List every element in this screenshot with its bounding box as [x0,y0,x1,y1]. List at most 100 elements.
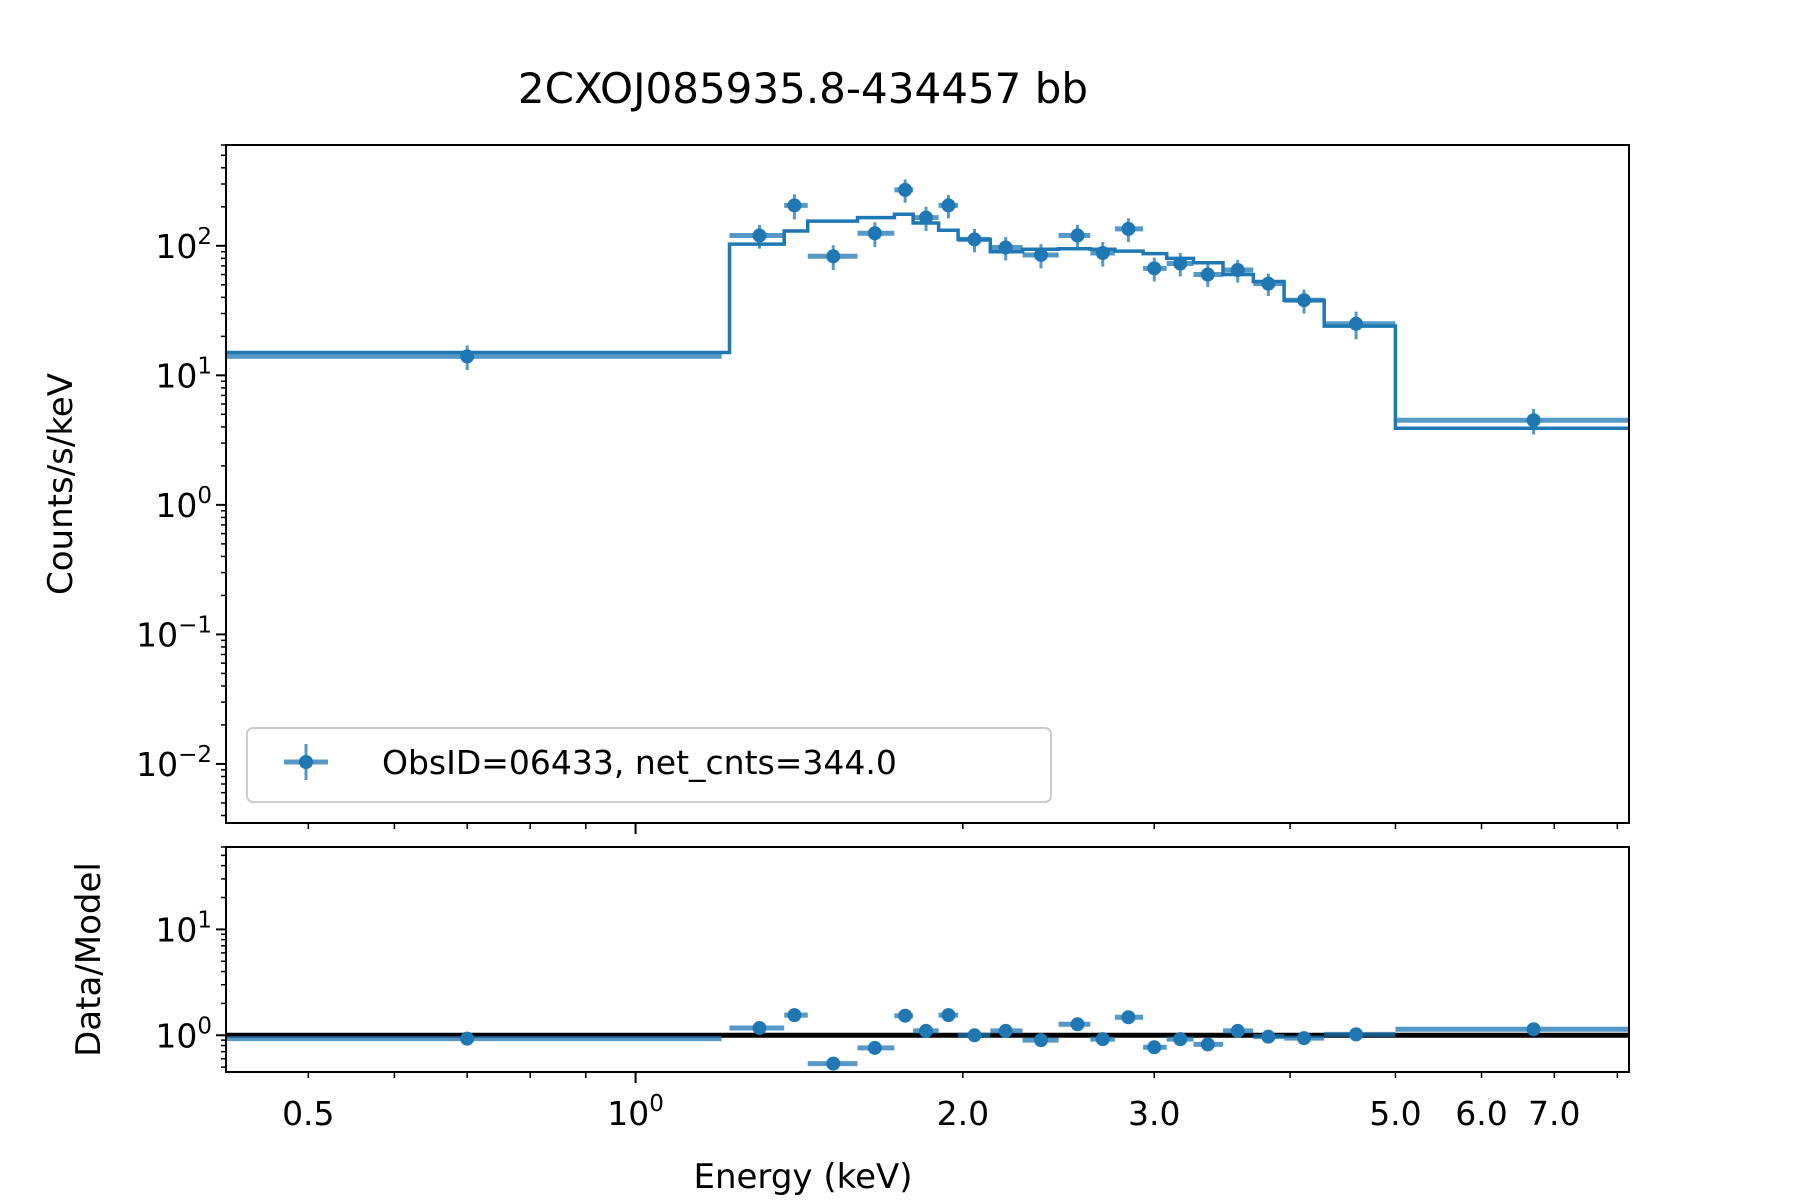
data-marker [787,1008,802,1023]
data-point [1395,1022,1629,1037]
legend-label: ObsID=06433, net_cnts=344.0 [382,743,897,782]
legend-box [246,727,1052,803]
data-point [1114,1010,1144,1025]
y-axis-label-spectrum: Counts/s/keV [41,373,81,595]
data-point [807,245,858,271]
data-point [784,194,808,220]
data-point [226,1031,722,1046]
model-step-line [226,212,1629,431]
data-marker [1261,1029,1276,1044]
y-tick-label: 10−1 [136,612,212,654]
data-point [1114,218,1144,242]
data-point [1090,1032,1115,1047]
data-marker [1526,413,1541,428]
data-point [1324,1027,1396,1042]
data-marker [867,226,882,241]
axes-frame [225,846,1630,1073]
axes-frame [225,144,1630,824]
data-marker [1173,1032,1188,1047]
data-point [1222,259,1254,283]
data-point [807,1056,858,1071]
data-point [1222,1023,1254,1038]
data-point [1395,408,1629,435]
ratio-panel: 101 100 0.5 100 2.0 3.0 5.0 6.0 7.0 [155,846,1630,1133]
data-marker [1095,1032,1110,1047]
data-point [913,206,939,232]
data-point [1193,264,1223,288]
data-marker [1297,1031,1312,1046]
y-tick-label: 10−2 [136,742,212,784]
data-point [1253,1029,1285,1044]
x-tick-label: 6.0 [1455,1094,1507,1133]
data-point [1058,1017,1091,1032]
data-marker [1070,228,1085,243]
data-marker [1147,1040,1162,1055]
data-marker [941,198,956,213]
data-point [857,1040,895,1055]
data-marker [787,198,802,213]
data-point [1143,1040,1167,1055]
data-point [1253,273,1285,296]
data-point [990,1023,1023,1038]
x-tick-label: 3.0 [1128,1094,1180,1133]
data-point [226,345,722,370]
data-marker [1121,221,1136,236]
data-point [938,194,959,219]
chart-title: 2CXOJ085935.8-434457 bb [518,64,1088,113]
data-point [857,222,895,247]
y-tick-label: 101 [155,353,212,395]
legend-marker [299,755,313,769]
x-tick-label: 7.0 [1528,1094,1580,1133]
y-axis-label-ratio: Data/Model [69,862,109,1057]
x-tick-label: 0.5 [282,1094,334,1133]
x-tick-label: 5.0 [1369,1094,1421,1133]
data-marker [967,1028,982,1043]
data-point [1284,1031,1325,1046]
data-point [1058,224,1091,249]
data-point [990,236,1023,261]
data-point [1193,1037,1223,1052]
y-tick-label: 100 [155,1013,212,1055]
data-marker [460,1031,475,1046]
data-point [938,1008,959,1023]
data-marker [1147,261,1162,276]
data-marker [826,1056,841,1071]
data-marker [1349,1027,1364,1042]
data-point [1166,252,1194,277]
data-point [1143,257,1167,282]
data-point [1090,241,1115,267]
data-point [894,179,914,203]
data-marker [752,228,767,243]
data-marker [919,210,934,225]
plot-area [226,179,1629,435]
data-point [1166,1032,1194,1047]
data-point [958,1028,991,1043]
y-tick-label: 101 [155,907,212,949]
data-marker [941,1008,956,1023]
data-marker [898,1008,913,1023]
data-marker [1121,1010,1136,1025]
data-point [729,1021,785,1036]
data-marker [1230,1023,1245,1038]
data-marker [1261,276,1276,291]
data-marker [1200,1037,1215,1052]
legend: ObsID=06433, net_cnts=344.0 [246,727,1052,803]
x-axis-label: Energy (keV) [693,1157,912,1197]
data-marker [1070,1017,1085,1032]
data-marker [1033,1033,1048,1048]
data-point [894,1008,914,1023]
x-tick-label: 2.0 [937,1094,989,1133]
data-marker [1349,316,1364,331]
data-marker [1200,267,1215,282]
data-point [784,1008,808,1023]
x-tick-label: 100 [607,1091,664,1133]
data-marker [826,249,841,264]
data-marker [752,1021,767,1036]
data-marker [867,1040,882,1055]
data-marker [998,1023,1013,1038]
data-point [1022,1033,1059,1048]
data-marker [1033,247,1048,262]
data-marker [1526,1022,1541,1037]
data-marker [898,182,913,197]
